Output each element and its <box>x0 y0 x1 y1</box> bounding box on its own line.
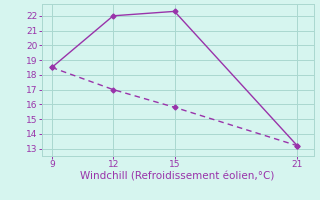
X-axis label: Windchill (Refroidissement éolien,°C): Windchill (Refroidissement éolien,°C) <box>80 172 275 182</box>
